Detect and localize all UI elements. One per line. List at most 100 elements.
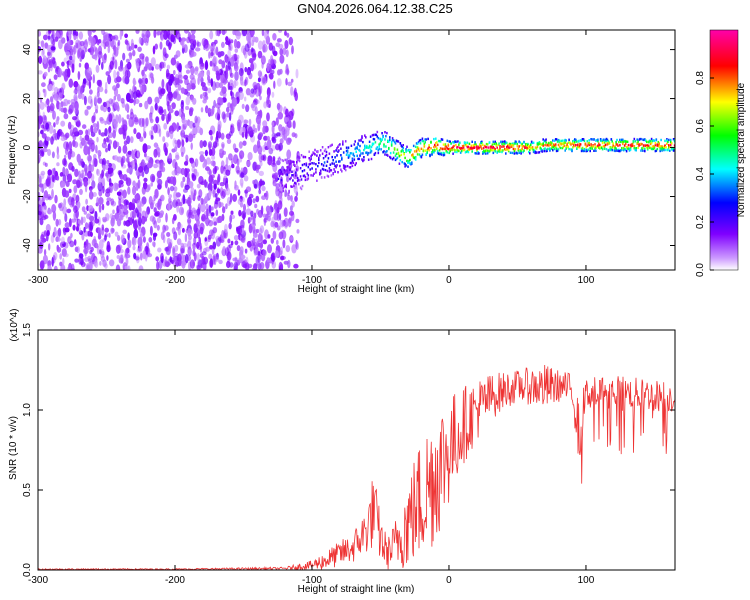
heatmap-cell: [402, 147, 404, 150]
heatmap-cell: [576, 143, 579, 147]
heatmap-cell: [156, 261, 160, 270]
heatmap-cell: [203, 39, 209, 49]
heatmap-cell: [317, 164, 319, 168]
heatmap-cell: [446, 151, 449, 154]
heatmap-cell: [94, 158, 98, 167]
heatmap-cell: [383, 143, 385, 146]
heatmap-cell: [474, 142, 476, 145]
heatmap-cell: [211, 155, 216, 160]
heatmap-cell: [283, 260, 289, 265]
heatmap-cell: [466, 141, 469, 144]
heatmap-cell: [394, 142, 397, 145]
heatmap-cell: [342, 164, 345, 167]
heatmap-cell: [82, 216, 86, 223]
heatmap-cell: [155, 116, 159, 124]
heatmap-cell: [647, 144, 650, 148]
heatmap-cell: [397, 152, 400, 155]
y-tick-label: 0.0: [22, 563, 33, 577]
heatmap-cell: [322, 168, 325, 171]
heatmap-cell: [552, 145, 554, 149]
heatmap-cell: [91, 115, 96, 122]
heatmap-cell: [96, 39, 100, 46]
heatmap-cell: [89, 164, 95, 172]
heatmap-cell: [155, 256, 160, 262]
heatmap-cell: [204, 237, 207, 242]
heatmap-cell: [521, 147, 523, 150]
heatmap-cell: [209, 60, 213, 67]
heatmap-cell: [464, 151, 467, 154]
heatmap-cell: [346, 165, 349, 168]
heatmap-cell: [416, 153, 419, 156]
heatmap-cell: [41, 82, 46, 88]
heatmap-cell: [355, 146, 357, 149]
heatmap-cell: [68, 78, 74, 88]
heatmap-cell: [77, 219, 81, 225]
heatmap-cell: [418, 149, 421, 153]
heatmap-cell: [394, 158, 397, 162]
heatmap-cell: [343, 167, 346, 170]
heatmap-cell: [141, 84, 145, 95]
heatmap-cell: [377, 149, 380, 152]
heatmap-cell: [262, 125, 266, 135]
heatmap-cell: [112, 140, 118, 150]
heatmap-cell: [135, 58, 140, 63]
heatmap-cell: [297, 183, 300, 186]
heatmap-cell: [339, 143, 341, 146]
heatmap-cell: [303, 163, 306, 166]
heatmap-cell: [142, 236, 146, 243]
heatmap-cell: [225, 156, 229, 167]
heatmap-cell: [38, 115, 43, 125]
heatmap-cell: [238, 141, 243, 149]
heatmap-cell: [608, 141, 611, 144]
heatmap-cell: [293, 184, 295, 188]
heatmap-cell: [543, 140, 545, 143]
heatmap-cell: [285, 63, 289, 74]
heatmap-cell: [327, 175, 330, 178]
heatmap-cell: [229, 67, 233, 77]
heatmap-cell: [296, 160, 298, 164]
heatmap-cell: [668, 144, 670, 147]
heatmap-cell: [231, 163, 235, 169]
heatmap-cell: [157, 86, 162, 95]
heatmap-cell: [603, 141, 606, 144]
heatmap-cell: [436, 151, 439, 155]
heatmap-cell: [471, 147, 473, 150]
heatmap-cell: [82, 78, 87, 85]
heatmap-cell: [50, 34, 54, 45]
heatmap-cell: [290, 86, 294, 96]
spectrogram-xlabel: Height of straight line (km): [298, 284, 415, 295]
heatmap-cell: [194, 158, 199, 168]
heatmap-cell: [207, 182, 213, 192]
heatmap-cell: [74, 168, 79, 178]
heatmap-cell: [84, 109, 89, 116]
heatmap-cell: [638, 138, 640, 141]
heatmap-cell: [478, 147, 480, 150]
heatmap-cell: [39, 101, 45, 110]
heatmap-cell: [559, 146, 562, 150]
heatmap-cell: [116, 255, 121, 259]
heatmap-cell: [50, 136, 54, 145]
heatmap-cell: [222, 206, 226, 214]
heatmap-cell: [474, 141, 476, 144]
heatmap-cell: [471, 150, 473, 153]
heatmap-cell: [116, 71, 120, 77]
heatmap-cell: [92, 74, 96, 84]
heatmap-cell: [185, 119, 188, 128]
heatmap-cell: [505, 148, 507, 151]
heatmap-cell: [61, 71, 68, 77]
heatmap-cell: [450, 148, 452, 151]
heatmap-cell: [401, 149, 403, 152]
heatmap-cell: [570, 143, 572, 146]
heatmap-cell: [396, 156, 399, 159]
heatmap-cell: [69, 201, 75, 208]
heatmap-cell: [508, 146, 511, 149]
heatmap-cell: [238, 209, 242, 217]
heatmap-cell: [618, 149, 620, 153]
heatmap-cell: [282, 159, 285, 163]
heatmap-cell: [520, 144, 522, 147]
heatmap-cell: [645, 139, 647, 142]
heatmap-cell: [390, 144, 393, 147]
heatmap-cell: [363, 156, 365, 159]
heatmap-cell: [86, 213, 92, 220]
heatmap-cell: [67, 68, 71, 78]
